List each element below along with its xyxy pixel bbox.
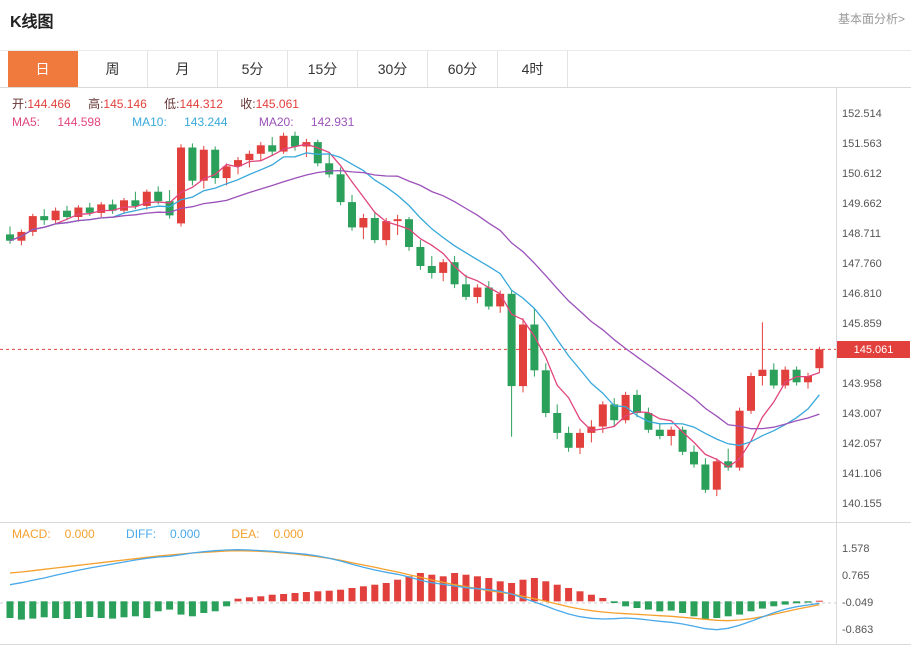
macd-legend: MACD: 0.000 DIFF: 0.000 DEA: 0.000 [12,527,331,541]
macd-axis-label: 1.578 [842,543,870,555]
page-title: K线图 [10,14,54,31]
timeframe-tab-7[interactable]: 60分 [428,51,498,87]
panel-divider [0,522,911,523]
price-axis-label: 147.760 [842,258,882,270]
price-axis-label: 150.612 [842,168,882,180]
candlestick-chart[interactable] [0,89,836,522]
ohlc-low: 低:144.312 [164,97,223,111]
price-axis-label: 152.514 [842,108,882,120]
diff-value: DIFF: 0.000 [126,527,201,541]
price-axis-label: 148.711 [842,228,881,240]
timeframe-tabs: 日周月 5分 15分 30分 60分 4时 [0,50,911,88]
fundamental-analysis-link[interactable]: 基本面分析> [837,12,905,26]
ma20-legend: MA20: 142.931 [258,115,355,129]
axis-border [836,88,837,645]
ohlc-open: 开:144.466 [12,97,71,111]
dea-value: DEA: 0.000 [231,527,304,541]
timeframe-tab-1[interactable]: 日 [8,51,78,87]
ma-legend: MA5: 144.598 MA10: 143.244 MA20: 142.931 [12,115,382,129]
timeframe-tab-3[interactable]: 月 [148,51,218,87]
price-axis-label: 149.662 [842,198,882,210]
timeframe-tab-4[interactable]: 5分 [218,51,288,87]
price-axis-label: 145.859 [842,318,882,330]
timeframe-tab-8[interactable]: 4时 [498,51,568,87]
bottom-border [0,644,911,645]
current-price-tag: 145.061 [837,341,910,358]
macd-chart[interactable] [0,523,836,644]
price-axis-label: 142.057 [842,438,882,450]
candlestick-panel: 开:144.466 高:145.146 低:144.312 收:145.061 … [0,89,911,522]
ohlc-close: 收:145.061 [240,97,299,111]
timeframe-tab-5[interactable]: 15分 [288,51,358,87]
macd-panel: MACD: 0.000 DIFF: 0.000 DEA: 0.000 1.578 0.7… [0,523,911,644]
ohlc-legend: 开:144.466 高:145.146 低:144.312 收:145.061 [12,95,313,112]
macd-axis-label: -0.863 [842,624,874,636]
macd-axis-label: 0.765 [842,570,870,582]
price-axis-label: 151.563 [842,138,882,150]
price-axis-label: 143.958 [842,378,882,390]
price-axis-label: 141.106 [842,468,882,480]
price-axis-label: 140.155 [842,498,882,510]
header: K线图 基本面分析> [0,0,911,34]
price-axis-label: 146.810 [842,288,882,300]
ohlc-high: 高:145.146 [88,97,147,111]
timeframe-tab-6[interactable]: 30分 [358,51,428,87]
price-axis-label: 143.007 [842,408,882,420]
price-axis: 145.061 152.514 151.563 150.612 149.662 148.… [837,89,910,522]
macd-axis: 1.578 0.765 -0.049 -0.863 [838,523,910,644]
ma10-legend: MA10: 143.244 [132,115,228,129]
macd-axis-label: -0.049 [842,597,874,609]
ma5-legend: MA5: 144.598 [12,115,101,129]
timeframe-tab-2[interactable]: 周 [78,51,148,87]
macd-value: MACD: 0.000 [12,527,95,541]
